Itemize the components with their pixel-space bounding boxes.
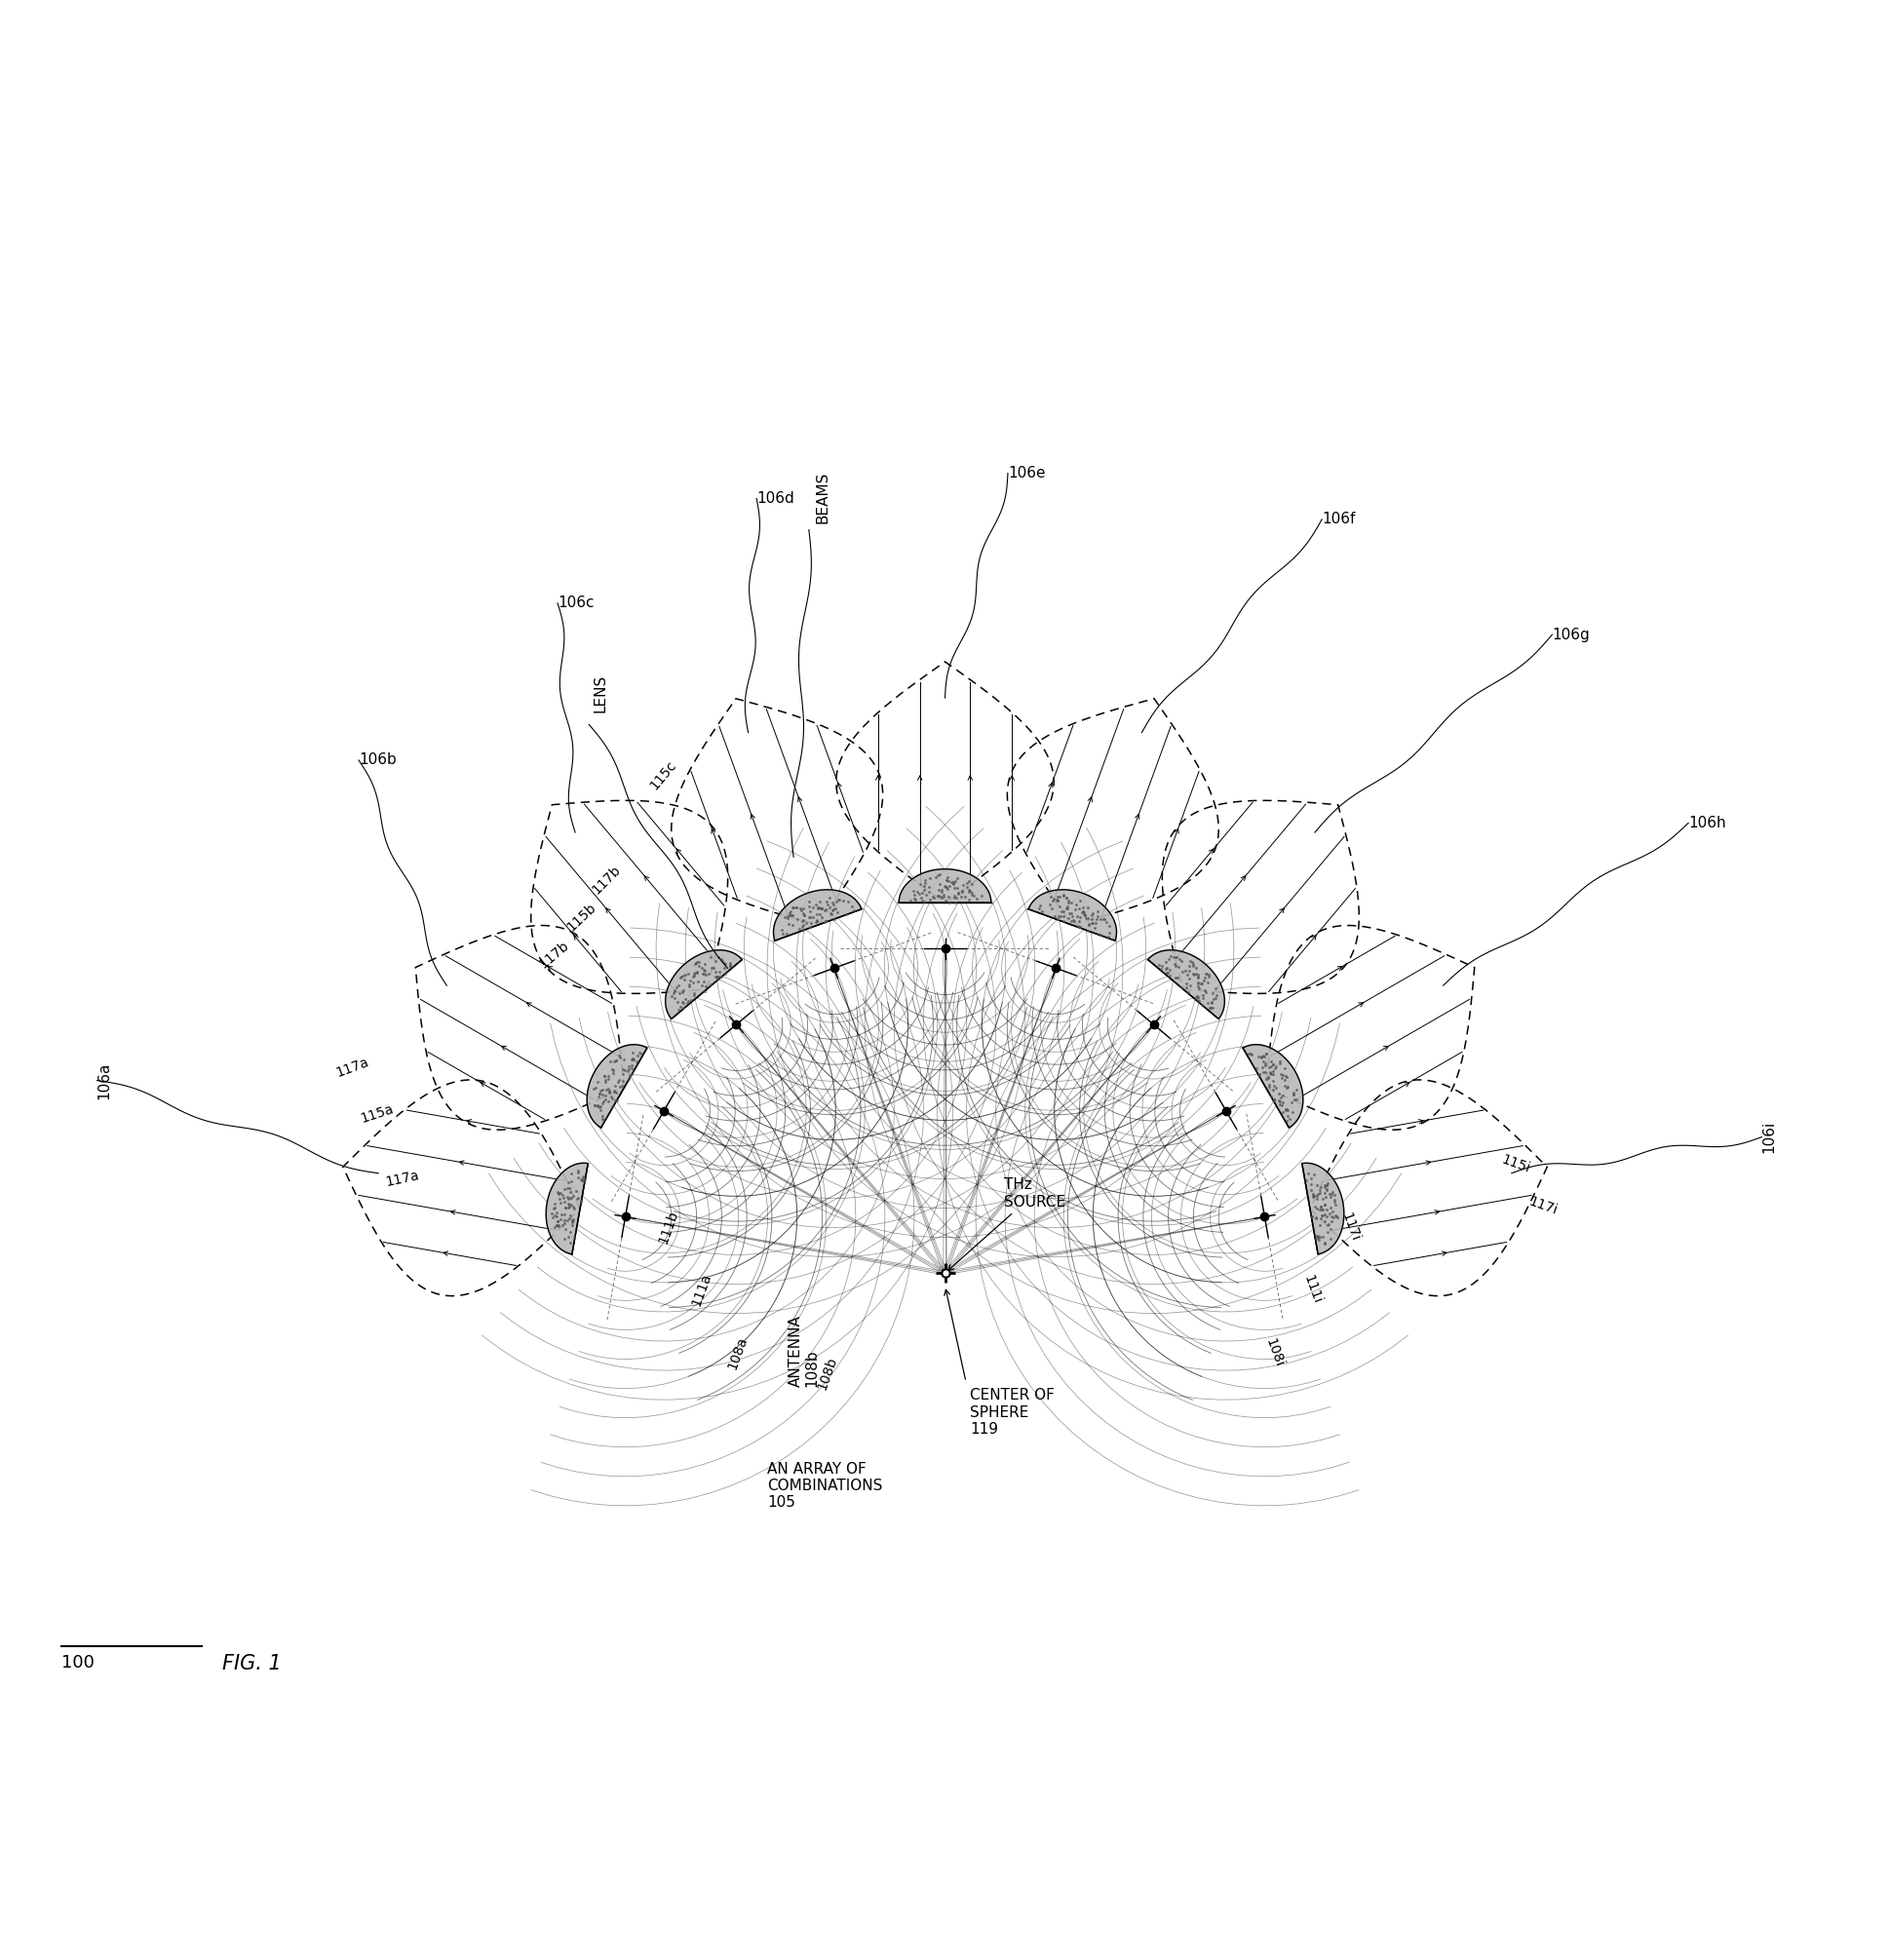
- Text: 108i: 108i: [1263, 1337, 1287, 1368]
- Text: 117i: 117i: [1527, 1196, 1559, 1217]
- Text: 115a: 115a: [359, 1102, 395, 1125]
- Polygon shape: [588, 1045, 646, 1127]
- Text: 115i: 115i: [1501, 1152, 1533, 1176]
- Text: 106d: 106d: [756, 492, 794, 506]
- Text: 111b: 111b: [656, 1209, 680, 1247]
- Text: 108b: 108b: [815, 1354, 839, 1392]
- Text: 111a: 111a: [690, 1272, 714, 1309]
- Text: FIG. 1: FIG. 1: [223, 1654, 282, 1674]
- Polygon shape: [665, 951, 743, 1019]
- Text: 117a: 117a: [384, 1168, 420, 1190]
- Polygon shape: [1302, 1162, 1344, 1254]
- Text: 100: 100: [60, 1654, 94, 1672]
- Text: 117b: 117b: [537, 939, 573, 972]
- Polygon shape: [1147, 951, 1225, 1019]
- Text: 115c: 115c: [648, 759, 680, 792]
- Text: 111i: 111i: [1300, 1274, 1325, 1305]
- Text: 106i: 106i: [1761, 1121, 1777, 1152]
- Polygon shape: [1028, 890, 1117, 941]
- Text: 115b: 115b: [563, 900, 599, 933]
- Text: 106h: 106h: [1688, 815, 1726, 831]
- Text: 106b: 106b: [359, 753, 397, 768]
- Text: ANTENNA
108b: ANTENNA 108b: [788, 1315, 820, 1388]
- Text: LENS: LENS: [593, 674, 609, 711]
- Polygon shape: [900, 868, 990, 902]
- Text: 117a: 117a: [333, 1056, 370, 1080]
- Text: THz
SOURCE: THz SOURCE: [949, 1178, 1066, 1270]
- Text: 106g: 106g: [1552, 627, 1589, 641]
- Text: AN ARRAY OF
COMBINATIONS
105: AN ARRAY OF COMBINATIONS 105: [767, 1462, 883, 1509]
- Text: 106f: 106f: [1321, 512, 1355, 527]
- Text: 106c: 106c: [558, 596, 593, 610]
- Text: CENTER OF
SPHERE
119: CENTER OF SPHERE 119: [970, 1388, 1055, 1437]
- Text: 106a: 106a: [96, 1062, 112, 1100]
- Text: BEAMS: BEAMS: [815, 472, 830, 523]
- Polygon shape: [546, 1162, 588, 1254]
- Text: 117i: 117i: [1338, 1211, 1361, 1243]
- Polygon shape: [773, 890, 862, 941]
- Polygon shape: [1244, 1045, 1302, 1127]
- Text: 106e: 106e: [1007, 466, 1045, 480]
- Text: 108a: 108a: [726, 1335, 750, 1372]
- Text: 117b: 117b: [590, 862, 624, 896]
